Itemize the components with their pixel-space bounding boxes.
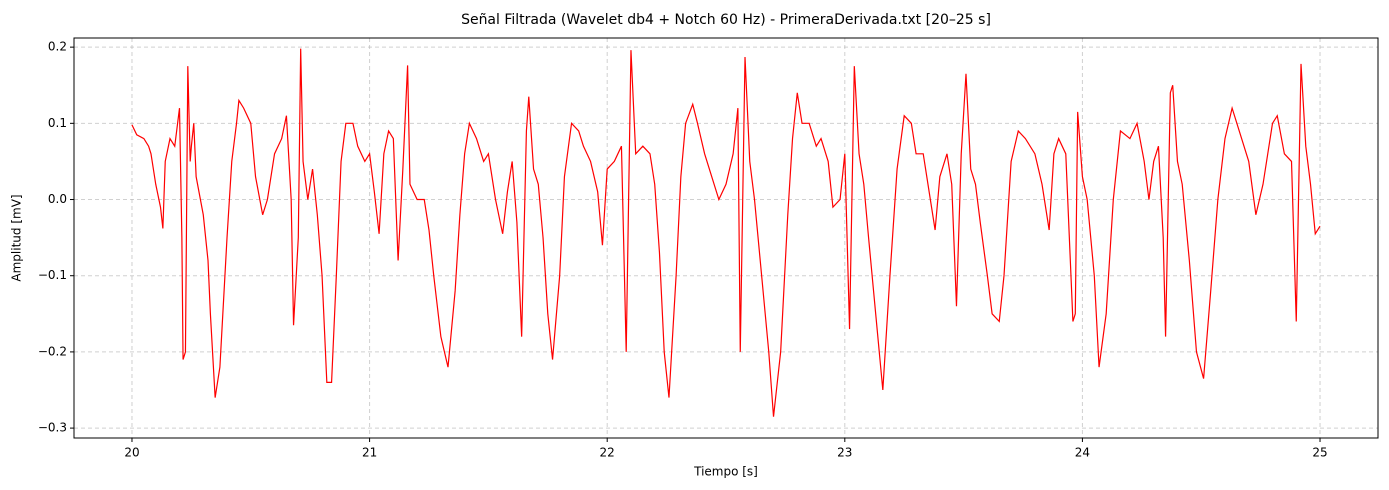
x-tick-label: 25	[1312, 446, 1327, 460]
y-axis-label: Amplitud [mV]	[10, 194, 24, 281]
y-tick-label: 0.1	[48, 116, 67, 130]
y-tick-label: −0.1	[38, 268, 67, 282]
x-tick-label: 24	[1075, 446, 1090, 460]
x-axis-label: Tiempo [s]	[693, 465, 758, 479]
y-tick-label: −0.2	[38, 344, 67, 358]
y-tick-label: −0.3	[38, 421, 67, 435]
x-tick-label: 20	[124, 446, 139, 460]
x-tick-label: 21	[362, 446, 377, 460]
y-tick-label: 0.0	[48, 192, 67, 206]
x-tick-label: 22	[600, 446, 615, 460]
signal-line	[131, 48, 1321, 417]
chart-title: Señal Filtrada (Wavelet db4 + Notch 60 H…	[461, 12, 991, 28]
x-tick-label: 23	[837, 446, 852, 460]
plot-frame	[73, 37, 1379, 439]
y-tick-label: 0.2	[48, 40, 67, 54]
